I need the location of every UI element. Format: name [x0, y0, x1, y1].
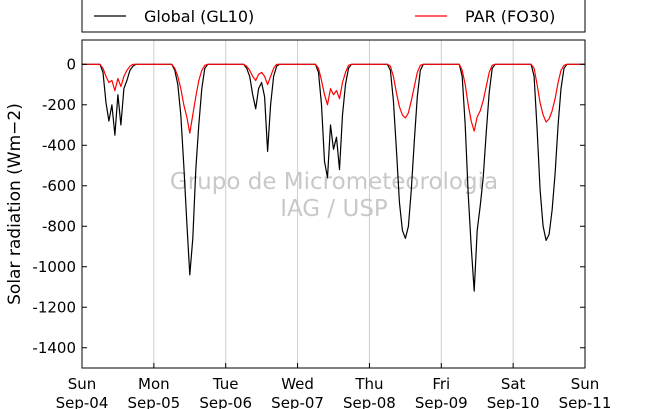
legend-box — [81, 0, 586, 33]
y-tick-label: 0 — [66, 55, 76, 73]
x-tick-date: Sep-11 — [559, 394, 612, 409]
x-tick-date: Sep-04 — [56, 394, 109, 409]
x-tick-date: Sep-05 — [127, 394, 180, 409]
x-tick-day: Sun — [571, 375, 600, 393]
series-line-global — [82, 63, 585, 292]
y-axis-ticks: 0 -200 -400 -600 -800 -1000 -1200 -1400 — [32, 55, 585, 357]
x-tick-day: Thu — [354, 375, 383, 393]
x-tick-date: Sep-10 — [487, 394, 540, 409]
x-tick-date: Sep-08 — [343, 394, 396, 409]
y-tick-label: -200 — [42, 96, 76, 114]
x-tick-day: Tue — [212, 375, 239, 393]
grid-lines — [153, 40, 514, 368]
watermark-line-1: Grupo de Micrometeorologia — [170, 169, 498, 195]
legend-label-par: PAR (FO30) — [465, 7, 555, 26]
y-tick-label: -400 — [42, 136, 76, 154]
y-tick-label: -1000 — [32, 258, 76, 276]
x-tick-date: Sep-06 — [199, 394, 252, 409]
plot-frame — [81, 39, 586, 369]
x-tick-day: Fri — [432, 375, 450, 393]
x-tick-date: Sep-07 — [271, 394, 324, 409]
series-line-par — [82, 63, 585, 134]
x-axis-ticks: SunSep-04MonSep-05TueSep-06WedSep-07ThuS… — [56, 363, 612, 409]
legend-label-global: Global (GL10) — [144, 7, 254, 26]
x-tick-day: Wed — [281, 375, 314, 393]
x-tick-day: Sat — [501, 375, 526, 393]
watermark: Grupo de Micrometeorologia IAG / USP — [170, 169, 498, 222]
legend: Global (GL10) PAR (FO30) — [81, 0, 586, 33]
y-tick-label: -1400 — [32, 339, 76, 357]
y-tick-label: -800 — [42, 217, 76, 235]
y-tick-label: -1200 — [32, 298, 76, 316]
x-tick-day: Sun — [68, 375, 97, 393]
x-tick-date: Sep-09 — [415, 394, 468, 409]
series-lines — [82, 63, 585, 292]
y-tick-label: -600 — [42, 177, 76, 195]
watermark-line-2: IAG / USP — [280, 196, 388, 222]
x-tick-day: Mon — [138, 375, 170, 393]
y-axis-label: Solar radiation (Wm−2) — [5, 103, 25, 305]
